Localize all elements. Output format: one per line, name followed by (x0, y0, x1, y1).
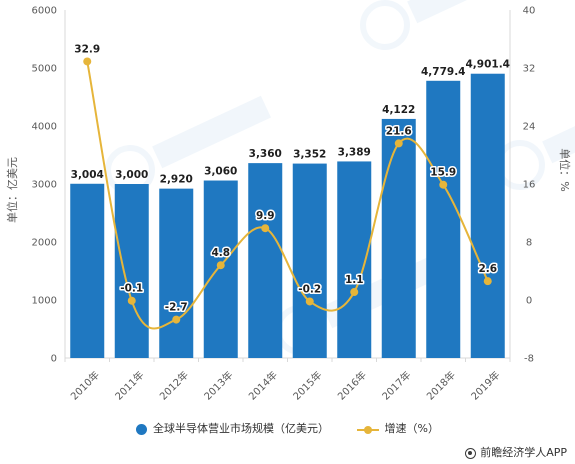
bar (159, 188, 194, 358)
y-tick-label-right: -8 (524, 354, 534, 365)
watermark-ring (360, 0, 410, 50)
bar-value-label: 4,122 (382, 104, 415, 116)
x-tick-label: 2010年 (68, 368, 102, 402)
line-point (261, 224, 270, 233)
bar-value-label: 3,000 (115, 169, 148, 181)
line-point (394, 139, 403, 148)
line-value-label: 32.9 (74, 43, 100, 55)
line-value-label: 21.6 (386, 125, 412, 137)
bar-value-label: 2,920 (160, 174, 193, 186)
legend-item-market-size: 全球半导体营业市场规模（亿美元） (136, 420, 329, 436)
bar-value-label: 3,004 (71, 169, 104, 181)
x-tick-label: 2018年 (424, 368, 458, 402)
y-axis-title-left: 单位：亿美元 (5, 157, 19, 223)
legend-line-swatch (356, 424, 379, 435)
line-value-label: 2.6 (478, 263, 497, 275)
x-tick-label: 2016年 (335, 368, 369, 402)
x-tick-label: 2019年 (468, 368, 502, 402)
bar (381, 118, 416, 358)
x-tick-label: 2014年 (246, 368, 280, 402)
bar (292, 163, 327, 358)
line-point (305, 297, 314, 306)
line-point (127, 296, 136, 305)
y-tick-label-right: 40 (523, 6, 536, 17)
bar (203, 180, 238, 358)
bar (70, 183, 105, 358)
source-text: 前瞻经济学人APP (480, 446, 567, 459)
line-point (216, 261, 225, 270)
chart: 0 1000 2000 3000 4000 5000 6000 -8 0 8 16 24 32 40 201… (5, 0, 575, 403)
source-credit: 前瞻经济学人APP (465, 444, 567, 460)
data-labels: 3,004 3,000 2,920 3,060 3,360 3,352 3,389 4,122… (71, 42, 510, 315)
legend: 全球半导体营业市场规模（亿美元） 增速（%） (0, 420, 575, 436)
watermark-bar (542, 90, 575, 164)
x-tick-label: 2012年 (157, 368, 191, 402)
bar-value-label: 3,360 (249, 148, 282, 160)
line-point (83, 57, 92, 66)
y-tick-label-right: 0 (526, 296, 532, 307)
line-point (172, 315, 181, 324)
y-tick-label-right: 8 (526, 238, 532, 249)
watermark-mark (360, 0, 527, 50)
y-tick-label-left: 4000 (32, 122, 57, 133)
y-tick-label-left: 2000 (32, 238, 57, 249)
legend-label-market-size: 全球半导体营业市场规模（亿美元） (153, 422, 330, 435)
y-tick-label-right: 16 (523, 180, 536, 191)
line-value-label: -0.1 (120, 283, 143, 295)
line-series (83, 57, 492, 330)
bar-value-label: 4,779.4 (421, 66, 466, 78)
y-axis-title-right: 单位：% (558, 148, 572, 191)
line-value-label: 9.9 (256, 210, 275, 222)
x-tick-label: 2017年 (379, 368, 413, 402)
bar (470, 73, 505, 358)
y-tick-label-left: 6000 (32, 6, 57, 17)
x-tick-label: 2013年 (201, 368, 235, 402)
legend-label-growth: 增速（%） (384, 422, 439, 435)
legend-bar-swatch (136, 423, 148, 435)
x-tick-label: 2011年 (112, 368, 146, 402)
watermark-bar (407, 0, 527, 24)
source-logo-icon (465, 447, 477, 459)
bar-value-label: 3,060 (204, 166, 237, 178)
y-tick-label-right: 32 (523, 64, 536, 75)
y-tick-label-left: 1000 (32, 296, 57, 307)
y-tick-label-right: 24 (523, 122, 536, 133)
bar (114, 184, 149, 358)
line-value-label: -0.2 (298, 283, 321, 295)
bar-value-label: 4,901.4 (465, 59, 510, 71)
line-point (350, 288, 359, 297)
y-tick-label-left: 0 (51, 354, 57, 365)
line-point (483, 277, 492, 286)
watermark-bar (152, 95, 272, 169)
line-value-label: 1.1 (345, 274, 364, 286)
y-tick-label-left: 5000 (32, 64, 57, 75)
bar-series (70, 73, 505, 358)
bar (248, 163, 283, 358)
x-tick-label: 2015年 (290, 368, 324, 402)
line-value-label: -2.7 (165, 302, 188, 314)
y-tick-label-left: 3000 (32, 180, 57, 191)
line-value-label: 4.8 (211, 247, 230, 259)
bar (426, 80, 461, 358)
bar-value-label: 3,352 (293, 149, 326, 161)
line-value-label: 15.9 (430, 167, 456, 179)
legend-item-growth: 增速（%） (356, 420, 439, 436)
bar-value-label: 3,389 (338, 146, 371, 158)
line-point (439, 180, 448, 189)
